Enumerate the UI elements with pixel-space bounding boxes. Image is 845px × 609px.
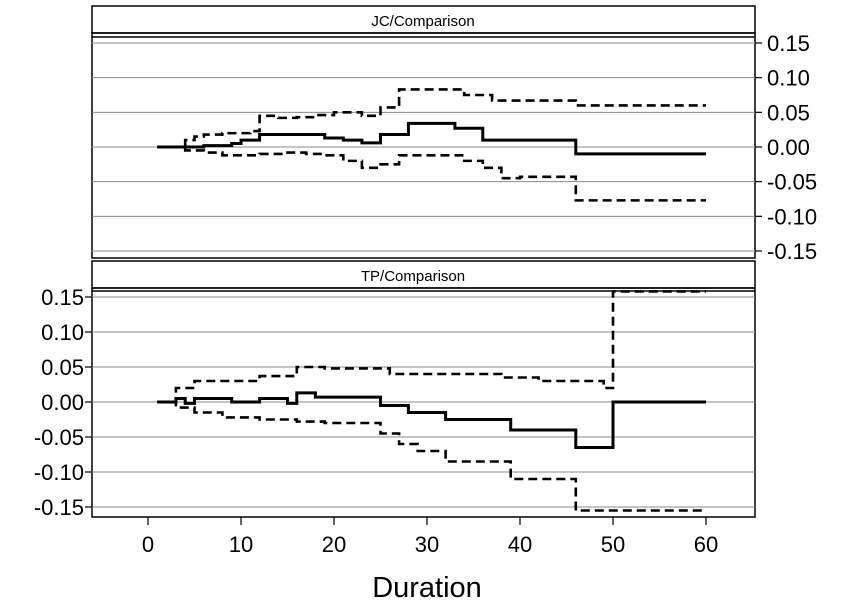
panel-tp-comparison: TP/Comparison 0.15 0.10 0.05 0.00 -0.05 -0.10… (34, 260, 756, 557)
x-axis-title: Duration (372, 572, 482, 604)
panel-bottom-series (157, 290, 706, 512)
y-tick-label: 0.15 (41, 285, 84, 310)
panel-top-frame (91, 32, 756, 259)
x-tick-label: 30 (415, 532, 439, 557)
y-tick-label: -0.05 (34, 425, 84, 450)
y-tick-label: -0.05 (767, 170, 817, 195)
y-tick-label: 0.05 (41, 355, 84, 380)
y-tick-label: 0.10 (41, 320, 84, 345)
panel-bottom-strip (91, 260, 756, 289)
y-tick-label: -0.10 (34, 460, 84, 485)
y-tick-label: 0.15 (767, 31, 810, 56)
y-tick-label: -0.10 (767, 204, 817, 229)
panel-top-title: JC/Comparison (371, 13, 474, 30)
x-tick-label: 50 (601, 532, 625, 557)
series-upper-line (157, 88, 706, 149)
panel-top-series (157, 88, 706, 202)
y-tick-label: 0.00 (41, 390, 84, 415)
panel-bottom-y-axis: 0.15 0.10 0.05 0.00 -0.05 -0.10 -0.15 (34, 285, 92, 520)
panel-top-strip (91, 5, 756, 34)
y-tick-label: -0.15 (34, 495, 84, 520)
y-tick-label: 0.10 (767, 66, 810, 91)
panel-bottom-title: TP/Comparison (361, 268, 465, 285)
y-tick-label: 0.00 (767, 135, 810, 160)
y-tick-label: 0.05 (767, 100, 810, 125)
x-axis: 0 10 20 30 40 50 60 (142, 517, 718, 557)
series-lower-line (157, 400, 706, 512)
series-upper-line (157, 290, 706, 404)
x-tick-label: 40 (508, 532, 532, 557)
series-estimate-line (157, 121, 706, 156)
x-tick-label: 10 (229, 532, 253, 557)
x-tick-label: 60 (694, 532, 718, 557)
panel-jc-comparison: JC/Comparison 0.15 0.10 0.05 0.00 -0.05 -0.10… (91, 5, 817, 264)
series-estimate-line (157, 391, 706, 449)
x-tick-label: 0 (142, 532, 154, 557)
x-tick-label: 20 (322, 532, 346, 557)
panel-top-y-axis: 0.15 0.10 0.05 0.00 -0.05 -0.10 -0.15 (755, 31, 817, 264)
series-lower-line (157, 145, 706, 202)
y-tick-label: -0.15 (767, 239, 817, 264)
